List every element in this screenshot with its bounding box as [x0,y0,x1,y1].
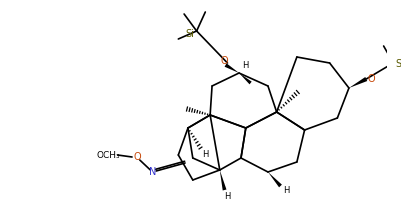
Text: O: O [133,152,140,162]
Text: N: N [148,167,156,177]
Polygon shape [219,170,226,190]
Polygon shape [267,172,281,187]
Polygon shape [224,63,239,73]
Text: H: H [282,185,289,194]
Text: O: O [367,74,374,84]
Text: H: H [224,192,230,200]
Text: O: O [220,56,228,66]
Polygon shape [348,77,367,88]
Polygon shape [239,73,251,84]
Text: OCH₃: OCH₃ [96,151,119,159]
Text: H: H [241,60,247,69]
Text: Si: Si [395,59,401,69]
Text: Si: Si [185,29,194,39]
Text: H: H [202,149,208,159]
